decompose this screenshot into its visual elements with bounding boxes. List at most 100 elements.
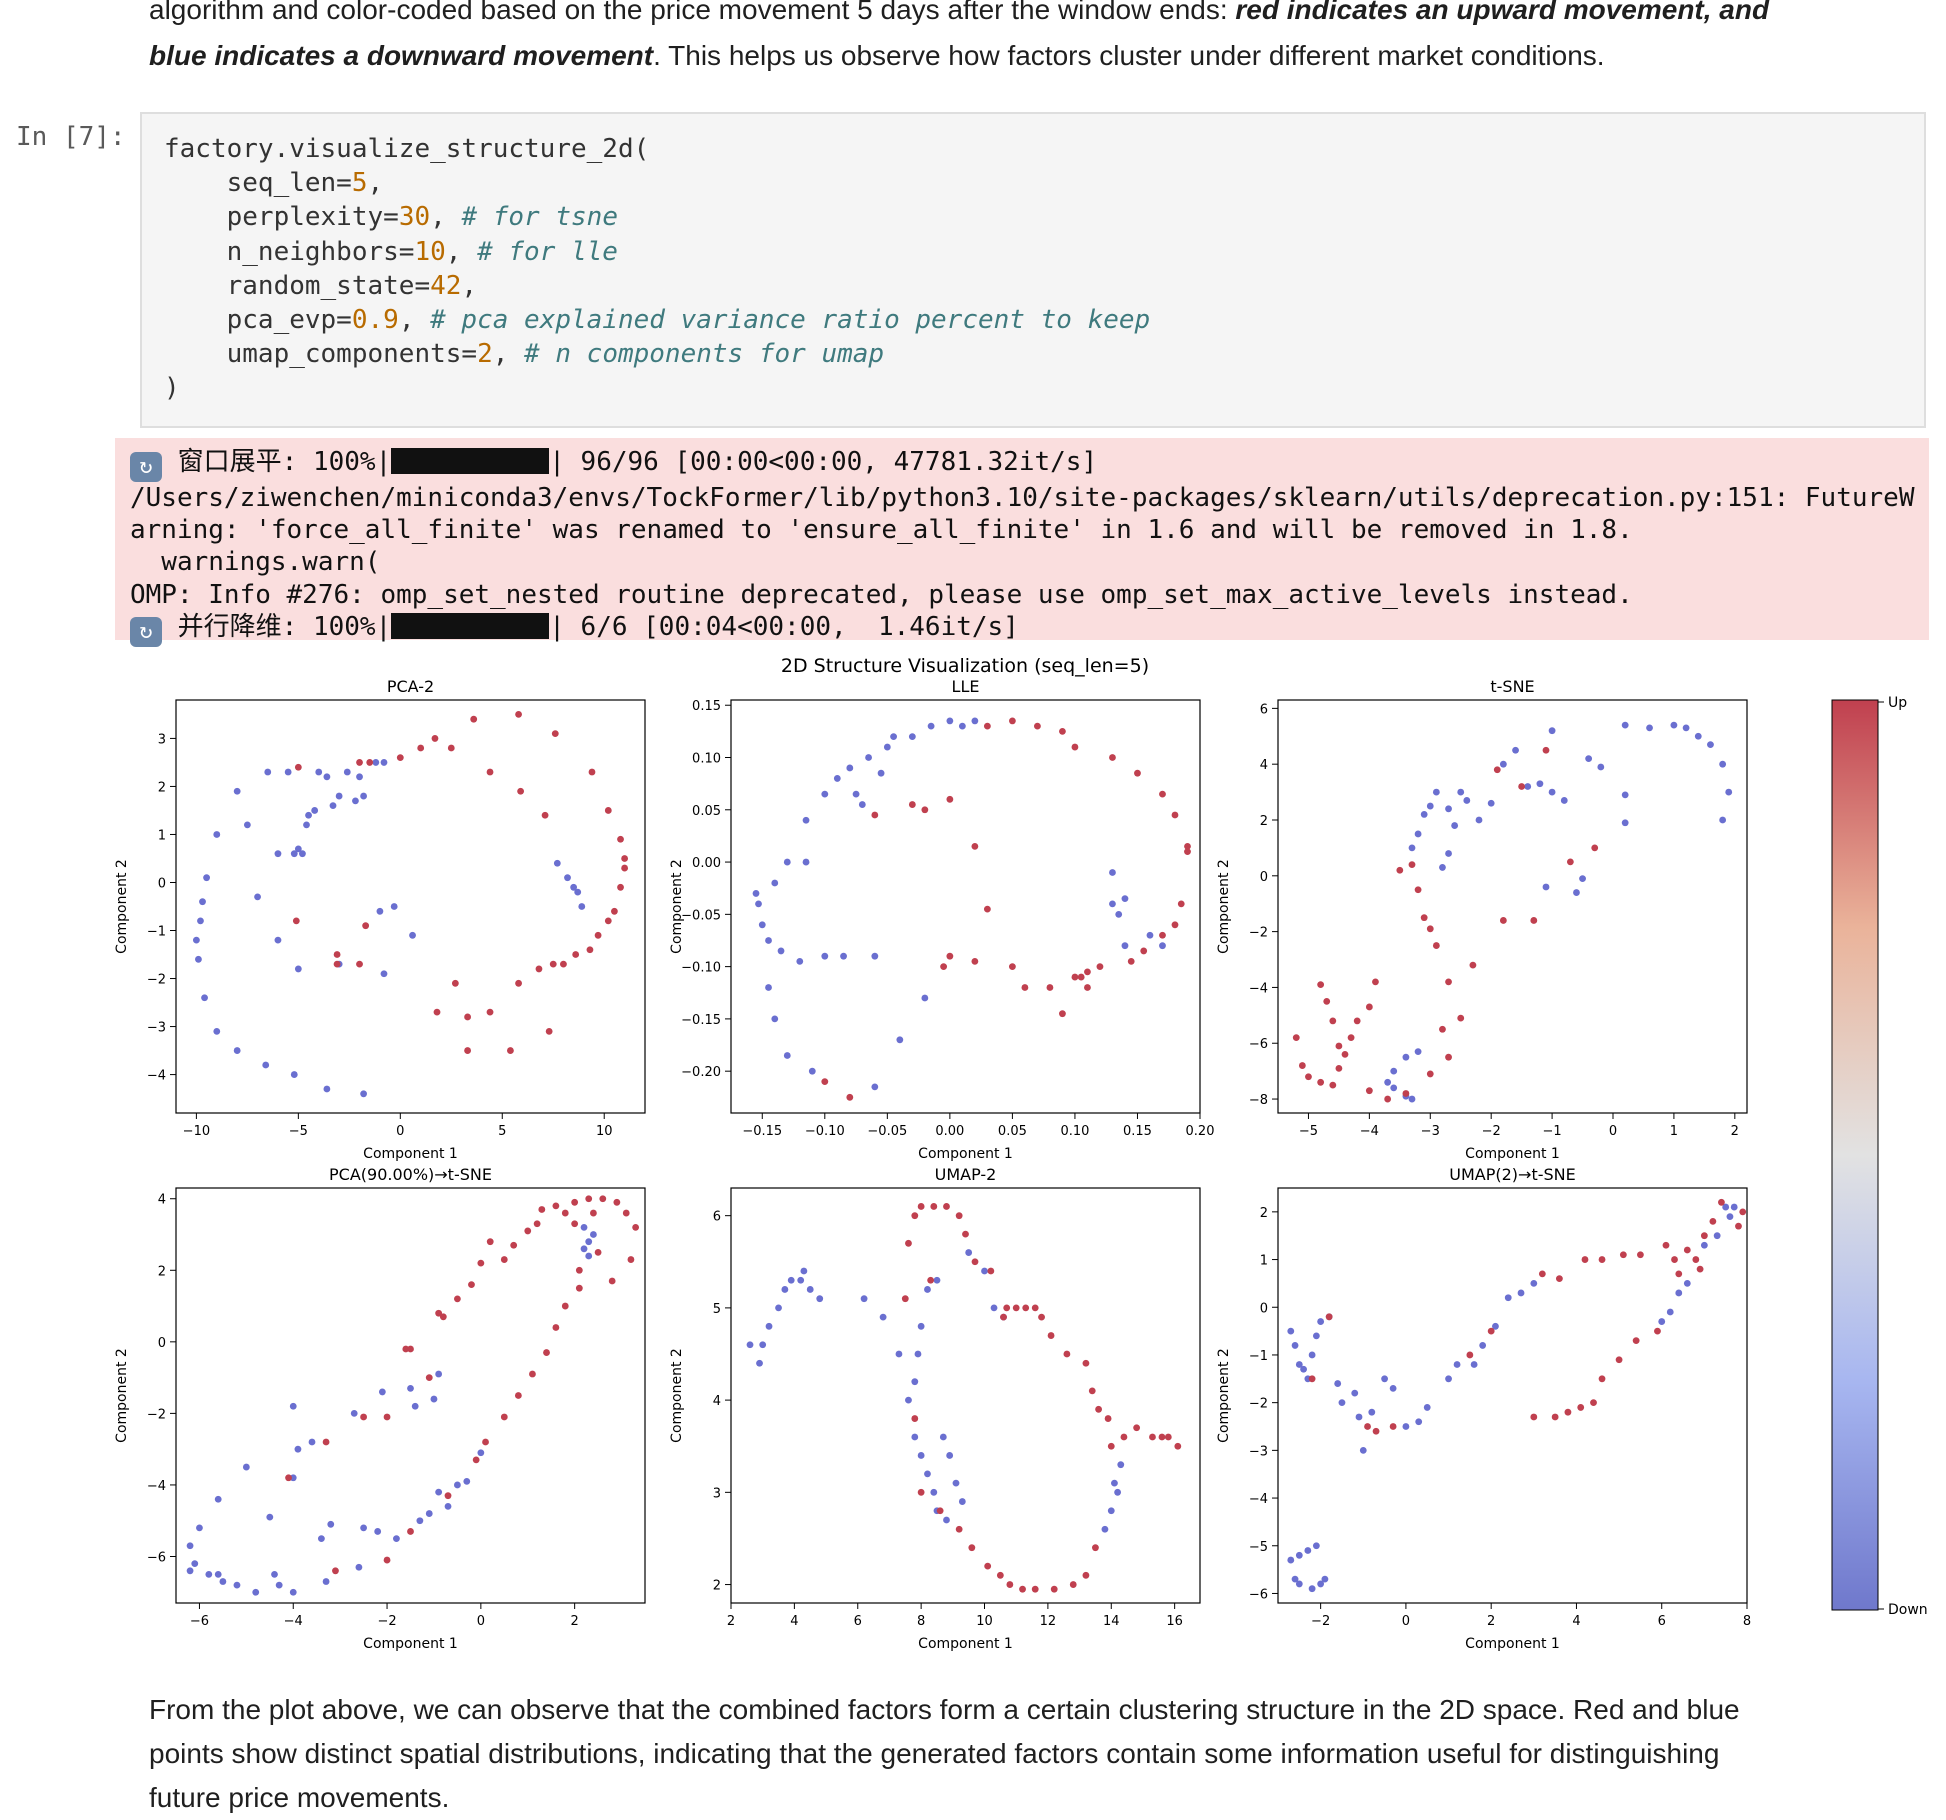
scatter-point-up bbox=[585, 1195, 593, 1203]
x-axis-label: Component 1 bbox=[363, 1636, 458, 1652]
scatter-point-down bbox=[1499, 760, 1507, 768]
scatter-point-down bbox=[895, 1350, 903, 1358]
scatter-point-up bbox=[1420, 914, 1428, 922]
scatter-point-down bbox=[252, 1588, 260, 1596]
y-tick-label: −0.20 bbox=[681, 1065, 721, 1080]
scatter-point-down bbox=[755, 900, 762, 908]
scatter-point-up bbox=[1487, 1327, 1495, 1335]
scatter-point-up bbox=[1364, 1423, 1371, 1430]
code-block[interactable]: factory.visualize_structure_2d( seq_len=… bbox=[164, 134, 1151, 404]
scatter-point-up bbox=[1335, 1064, 1343, 1072]
progress-stats: | 96/96 [00:00<00:00, 47781.32it/s] bbox=[549, 447, 1098, 477]
scatter-point-down bbox=[1389, 1384, 1397, 1392]
intro-text-2: . This helps us observe how factors clus… bbox=[653, 40, 1605, 71]
y-tick-label: 4 bbox=[713, 1394, 721, 1409]
scatter-point-down bbox=[290, 1071, 298, 1078]
scatter-point-down bbox=[254, 893, 261, 901]
y-tick-label: 2 bbox=[1260, 814, 1268, 829]
scatter-point-down bbox=[393, 1535, 400, 1543]
scatter-point-up bbox=[1347, 1034, 1355, 1042]
x-tick-label: −0.05 bbox=[867, 1124, 907, 1139]
x-tick-label: 0.00 bbox=[935, 1124, 964, 1139]
scatter-point-down bbox=[214, 1495, 222, 1503]
scatter-point-down bbox=[463, 1477, 471, 1485]
scatter-point-down bbox=[1384, 1078, 1392, 1086]
scatter-point-down bbox=[783, 858, 791, 866]
scatter-point-up bbox=[1009, 963, 1016, 971]
scatter-point-down bbox=[275, 1581, 283, 1589]
scatter-point-down bbox=[871, 1083, 879, 1091]
scatter-point-down bbox=[787, 1276, 795, 1284]
scatter-point-down bbox=[197, 917, 204, 925]
scatter-point-up bbox=[627, 1256, 635, 1263]
scatter-point-down bbox=[1542, 883, 1550, 891]
scatter-point-up bbox=[821, 1078, 829, 1086]
scatter-point-down bbox=[1359, 1446, 1367, 1454]
scatter-point-up bbox=[1426, 925, 1434, 933]
scatter-point-down bbox=[1338, 1399, 1346, 1407]
scatter-point-up bbox=[333, 951, 341, 958]
scatter-point-up bbox=[911, 1212, 919, 1220]
scatter-point-up bbox=[1159, 931, 1166, 939]
scatter-point-up bbox=[1107, 1442, 1115, 1450]
scatter-point-up bbox=[1292, 1034, 1300, 1042]
scatter-point-up bbox=[617, 883, 624, 891]
scatter-point-up bbox=[322, 1438, 330, 1446]
scatter-point-up bbox=[1542, 746, 1550, 754]
scatter-point-up bbox=[1353, 1017, 1361, 1025]
scatter-point-up bbox=[510, 1241, 518, 1249]
scatter-point-down bbox=[981, 1267, 988, 1275]
scatter-point-up bbox=[1317, 981, 1325, 989]
scatter-point-down bbox=[352, 797, 359, 805]
scatter-point-up bbox=[1591, 844, 1599, 852]
scatter-point-down bbox=[262, 1061, 270, 1069]
scatter-point-down bbox=[1517, 1289, 1525, 1297]
scatter-point-down bbox=[317, 1535, 325, 1543]
scatter-point-down bbox=[1287, 1556, 1295, 1564]
scatter-point-up bbox=[571, 1198, 579, 1206]
y-tick-label: −0.05 bbox=[681, 908, 721, 923]
scatter-point-down bbox=[1334, 1380, 1342, 1387]
scatter-point-down bbox=[327, 1520, 335, 1528]
y-tick-label: −8 bbox=[1249, 1093, 1268, 1108]
scatter-point-up bbox=[435, 1309, 443, 1317]
scatter-point-down bbox=[1707, 741, 1714, 749]
scatter-point-up bbox=[524, 1227, 532, 1235]
scatter-point-up bbox=[561, 1209, 569, 1217]
y-axis-label: Component 2 bbox=[669, 1348, 685, 1443]
scatter-point-down bbox=[1726, 1213, 1734, 1221]
x-axis-label: Component 1 bbox=[1465, 1146, 1560, 1162]
scatter-point-down bbox=[1291, 1342, 1299, 1349]
scatter-point-up bbox=[917, 1488, 925, 1496]
scatter-point-up bbox=[396, 754, 404, 762]
warning-line: warnings.warn( bbox=[130, 547, 381, 578]
scatter-point-down bbox=[1300, 1365, 1307, 1373]
y-tick-label: −2 bbox=[1249, 1397, 1268, 1412]
scatter-point-up bbox=[529, 1370, 536, 1378]
scatter-point-up bbox=[543, 1349, 550, 1356]
scatter-point-up bbox=[1493, 766, 1501, 774]
scatter-point-down bbox=[965, 1249, 973, 1256]
scatter-point-down bbox=[578, 903, 586, 910]
scatter-point-down bbox=[213, 831, 221, 838]
scatter-point-up bbox=[1171, 811, 1179, 819]
x-tick-label: 0 bbox=[396, 1124, 404, 1139]
scatter-point-down bbox=[191, 1560, 199, 1568]
scatter-point-down bbox=[233, 1581, 241, 1589]
scatter-point-up bbox=[968, 1544, 976, 1552]
scatter-point-up bbox=[1071, 973, 1079, 981]
scatter-point-down bbox=[846, 764, 854, 772]
scatter-point-up bbox=[356, 759, 363, 766]
scatter-point-down bbox=[322, 1578, 330, 1585]
scatter-point-down bbox=[1426, 802, 1434, 810]
scatter-point-down bbox=[1666, 1308, 1674, 1316]
scatter-point-down bbox=[1121, 895, 1129, 903]
subplot-title: UMAP(2)→t-SNE bbox=[1449, 1165, 1575, 1184]
scatter-point-up bbox=[1325, 1313, 1333, 1321]
scatter-point-down bbox=[1457, 788, 1465, 796]
code-cell-editor[interactable]: factory.visualize_structure_2d( seq_len=… bbox=[140, 112, 1926, 428]
x-tick-label: 0 bbox=[1609, 1124, 1617, 1139]
scatter-point-up bbox=[984, 1562, 992, 1570]
scatter-point-up bbox=[1598, 1375, 1606, 1383]
